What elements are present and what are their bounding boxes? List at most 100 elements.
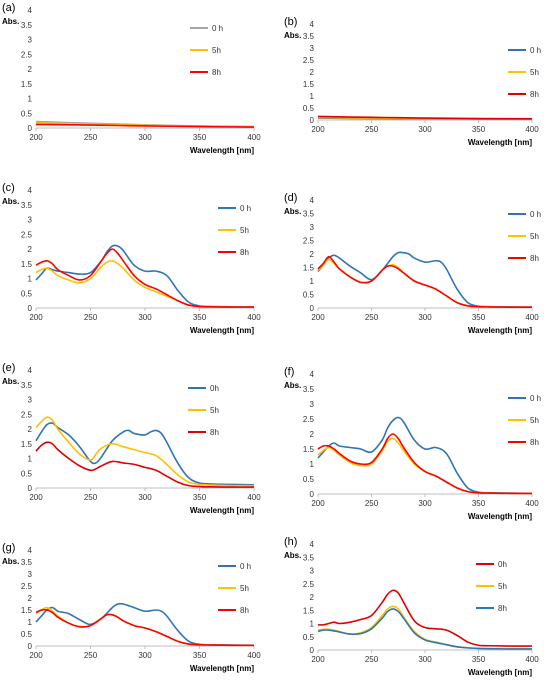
y-tick-label: 1 xyxy=(310,92,315,101)
y-tick-label: 3 xyxy=(310,400,315,409)
x-tick-label: 300 xyxy=(138,493,152,502)
y-tick-label: 3 xyxy=(310,567,315,576)
panel-label: (b) xyxy=(284,16,297,28)
y-tick-label: 4 xyxy=(310,20,315,29)
legend-label: 5h xyxy=(240,584,249,593)
y-tick-label: 1 xyxy=(28,455,33,464)
y-tick-label: 3.5 xyxy=(303,385,315,394)
series-line xyxy=(35,244,255,308)
x-tick-label: 300 xyxy=(418,655,432,664)
legend-label: 8h xyxy=(530,438,539,447)
y-tick-label: 3.5 xyxy=(303,553,315,562)
series-line xyxy=(317,255,533,309)
y-tick-label: 0.5 xyxy=(303,104,315,113)
series-line xyxy=(317,589,533,647)
legend-label: 8h xyxy=(530,254,539,263)
chart-svg: (g) Abs. 0 0.5 1 1.5 2 2.5 3 3.5 4 200 250 300 350 400 W… xyxy=(2,542,261,673)
x-tick-label: 400 xyxy=(525,499,539,508)
y-tick-label: 2.5 xyxy=(303,580,315,589)
x-tick-label: 200 xyxy=(29,313,43,322)
chart-panel: (a) Abs. 0 0.5 1 1.5 2 2.5 3 3.5 4 200 250 300 350 400 W… xyxy=(0,0,272,158)
y-tick-label: 1.5 xyxy=(21,260,33,269)
y-tick-label: 1.5 xyxy=(303,445,315,454)
y-tick-label: 3.5 xyxy=(21,381,33,390)
x-axis-label: Wavelength [nm] xyxy=(190,326,254,335)
x-tick-label: 400 xyxy=(247,651,261,660)
y-tick-label: 3.5 xyxy=(21,201,33,210)
x-tick-label: 200 xyxy=(29,133,43,142)
x-tick-label: 300 xyxy=(138,313,152,322)
chart-svg: (c) Abs. 0 0.5 1 1.5 2 2.5 3 3.5 4 200 250 300 350 400 W… xyxy=(2,182,261,335)
y-tick-label: 1 xyxy=(310,620,315,629)
y-tick-label: 3.5 xyxy=(21,21,33,30)
y-tick-label: 0.5 xyxy=(21,289,33,298)
y-tick-label: 1.5 xyxy=(303,80,315,89)
series-line xyxy=(35,422,255,486)
x-axis-label: Wavelength [nm] xyxy=(468,326,532,335)
chart-svg: (f) Abs. 0 0.5 1 1.5 2 2.5 3 3.5 4 200 250 300 350 400 W… xyxy=(284,366,541,521)
y-tick-label: 4 xyxy=(310,370,315,379)
y-tick-label: 0 xyxy=(28,304,33,313)
y-tick-label: 1.5 xyxy=(303,606,315,615)
x-tick-label: 250 xyxy=(365,313,379,322)
y-tick-label: 1 xyxy=(28,275,33,284)
y-tick-label: 3 xyxy=(28,216,33,225)
legend-label: 0h xyxy=(210,384,219,393)
series-line xyxy=(35,602,255,647)
y-tick-label: 3.5 xyxy=(21,558,33,567)
y-tick-label: 0.5 xyxy=(303,475,315,484)
chart-svg: (a) Abs. 0 0.5 1 1.5 2 2.5 3 3.5 4 200 250 300 350 400 W… xyxy=(2,2,261,155)
x-tick-label: 400 xyxy=(525,655,539,664)
y-tick-label: 1.5 xyxy=(303,264,315,273)
legend-label: 5h xyxy=(530,232,539,241)
legend-label: 0 h xyxy=(530,46,541,55)
y-tick-label: 4 xyxy=(28,546,33,555)
y-tick-label: 2.5 xyxy=(303,415,315,424)
chart-svg: (d) Abs. 0 0.5 1 1.5 2 2.5 3 3.5 4 200 250 300 350 400 W… xyxy=(284,192,541,335)
x-tick-label: 350 xyxy=(472,499,486,508)
x-tick-label: 400 xyxy=(247,493,261,502)
panel-label: (d) xyxy=(284,192,297,204)
x-tick-label: 300 xyxy=(138,651,152,660)
legend-label: 5h xyxy=(498,582,507,591)
y-tick-label: 2 xyxy=(28,594,33,603)
chart-panel: (g) Abs. 0 0.5 1 1.5 2 2.5 3 3.5 4 200 250 300 350 400 W… xyxy=(0,540,272,676)
x-tick-label: 200 xyxy=(29,493,43,502)
x-axis-label: Wavelength [nm] xyxy=(468,668,532,677)
y-tick-label: 0.5 xyxy=(303,291,315,300)
y-tick-label: 2 xyxy=(28,245,33,254)
legend-label: 8h xyxy=(240,606,249,615)
x-tick-label: 350 xyxy=(472,313,486,322)
legend-label: 0 h xyxy=(530,394,541,403)
legend-label: 5h xyxy=(530,416,539,425)
y-tick-label: 3.5 xyxy=(303,32,315,41)
y-tick-label: 1 xyxy=(310,460,315,469)
x-tick-label: 400 xyxy=(247,313,261,322)
y-tick-label: 1.5 xyxy=(21,606,33,615)
y-tick-label: 2 xyxy=(310,593,315,602)
y-tick-label: 4 xyxy=(28,6,33,15)
y-tick-label: 2.5 xyxy=(303,56,315,65)
y-tick-label: 0.5 xyxy=(21,630,33,639)
series-line xyxy=(35,248,255,308)
chart-panel: (c) Abs. 0 0.5 1 1.5 2 2.5 3 3.5 4 200 250 300 350 400 W… xyxy=(0,180,272,338)
x-axis-label: Wavelength [nm] xyxy=(190,664,254,673)
chart-svg: (b) Abs. 0 0.5 1 1.5 2 2.5 3 3.5 4 200 250 300 350 400 W… xyxy=(284,16,541,147)
panel-label: (a) xyxy=(2,2,15,14)
y-tick-label: 1 xyxy=(28,95,33,104)
series-line xyxy=(317,416,533,495)
x-tick-label: 300 xyxy=(418,499,432,508)
x-tick-label: 350 xyxy=(193,493,207,502)
series-line xyxy=(35,441,255,488)
x-tick-label: 200 xyxy=(29,651,43,660)
legend-label: 0 h xyxy=(212,24,223,33)
chart-panel: (d) Abs. 0 0.5 1 1.5 2 2.5 3 3.5 4 200 250 300 350 400 W… xyxy=(282,190,550,338)
legend-label: 5h xyxy=(240,226,249,235)
panel-label: (e) xyxy=(2,362,15,374)
x-tick-label: 350 xyxy=(472,125,486,134)
legend-label: 8h xyxy=(530,90,539,99)
chart-svg: (h) Abs. 0 0.5 1 1.5 2 2.5 3 3.5 4 200 250 300 350 400 W… xyxy=(284,536,539,677)
y-tick-label: 0 xyxy=(310,116,315,125)
y-tick-label: 4 xyxy=(28,186,33,195)
y-tick-label: 4 xyxy=(310,540,315,549)
